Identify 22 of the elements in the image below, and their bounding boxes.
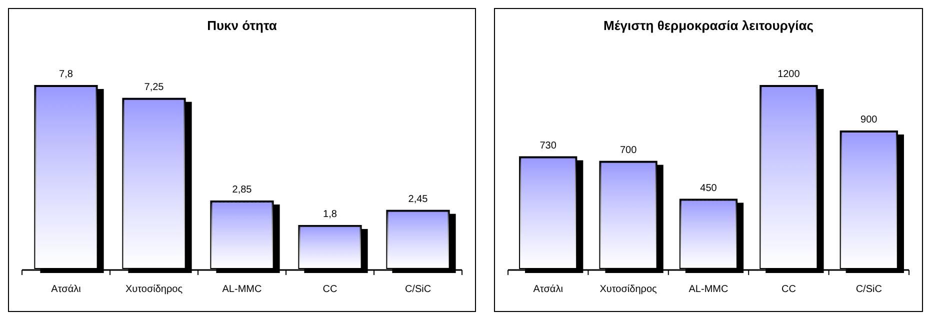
data-label: 2,85	[232, 184, 252, 196]
data-label: 450	[700, 182, 718, 194]
x-tick-label: AL-MMC	[688, 284, 728, 295]
chart-title: Μέγιστη θερμοκρασία λειτουργίας	[604, 18, 814, 33]
x-tick-label: C/SiC	[856, 284, 882, 295]
data-label: 7,25	[144, 82, 164, 93]
x-tick-label: Χυτοσίδηρος	[125, 284, 183, 295]
x-tick-label: AL-MMC	[222, 284, 262, 295]
x-tick-label: Ατσάλι	[533, 284, 563, 295]
x-tick-label: CC	[322, 284, 338, 295]
data-label: 1,8	[323, 209, 338, 220]
data-label: 1200	[778, 69, 800, 80]
chart-title: Πυκν ότητα	[207, 18, 277, 33]
data-label: 700	[620, 144, 638, 156]
data-label: 2,45	[408, 194, 428, 205]
data-label: 730	[540, 140, 557, 152]
data-label: 7,8	[59, 69, 74, 80]
x-tick-label: Χυτοσίδηρος	[600, 284, 658, 295]
x-tick-label: C/SiC	[404, 284, 432, 295]
x-tick-label: Ατσάλι	[51, 284, 81, 295]
data-label: 900	[860, 114, 878, 126]
x-tick-label: CC	[781, 284, 796, 295]
